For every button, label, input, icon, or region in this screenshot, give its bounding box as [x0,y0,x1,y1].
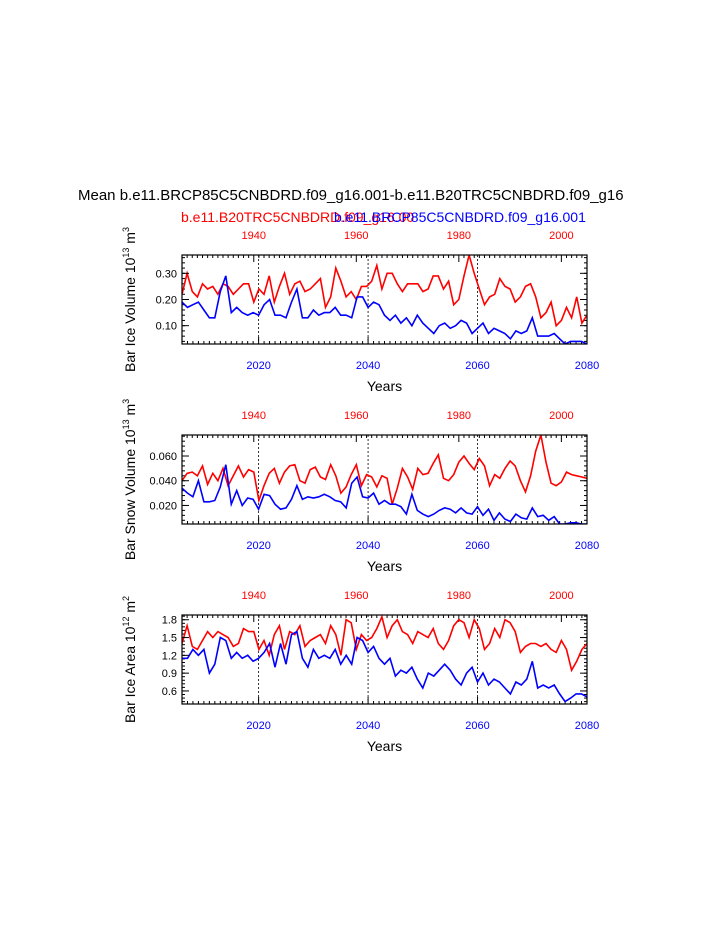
panel-1: 0.30 0.20 0.10 2020 2040 2060 2080 1940 1960 1980… [121,227,599,394]
y-axis-label-part: 3 [121,399,131,404]
y-axis-label-part: m [122,601,138,613]
panel-3: 1.8 1.5 1.2 0.9 0.6 2020 2040 2060 2080 1940 1960 1… [121,590,599,754]
x-axis-label: Years [367,558,402,574]
y-tick-label: 0.30 [156,268,177,280]
y-axis-label: Bar Ice Volume 1013 m3 [121,227,138,372]
legend-blue-label: b.e11.BRCP85C5CNBDRD.f09_g16.001 [334,209,586,225]
series-line-blue [182,275,587,344]
y-axis-label: Bar Ice Area 1012 m2 [121,596,138,723]
y-axis-label-part: Bar Ice Volume 10 [122,257,138,372]
top-tick-label: 1940 [242,410,266,422]
top-tick-label: 1960 [344,410,368,422]
top-tick-label: 1960 [344,230,368,242]
y-tick-label: 0.9 [162,668,177,680]
bottom-tick-label: 2080 [575,720,599,732]
x-axis-label: Years [367,738,402,754]
top-tick-label: 1980 [447,230,471,242]
y-axis-label-part: Bar Snow Volume 10 [122,429,138,560]
y-tick-label: 1.8 [162,615,177,627]
bottom-tick-label: 2020 [246,360,270,372]
y-tick-label: 0.040 [149,476,177,488]
plot-frame [181,434,588,525]
top-tick-label: 1960 [344,590,368,602]
y-axis-label-part: 12 [121,617,131,627]
plot-frame [181,614,588,705]
y-tick-label: 0.6 [162,686,177,698]
bottom-tick-label: 2060 [465,540,489,552]
y-tick-label: 0.20 [156,295,177,307]
bottom-tick-label: 2040 [356,540,380,552]
bottom-tick-label: 2060 [465,720,489,732]
y-axis-label-part: m [122,232,138,244]
bottom-tick-label: 2080 [575,360,599,372]
y-tick-label: 0.060 [149,451,177,463]
y-tick-label: 0.10 [156,321,177,333]
top-tick-label: 2000 [549,410,573,422]
series-line-blue [182,630,587,703]
y-axis-label-part: 2 [121,596,131,601]
panel-2: 0.060 0.040 0.020 2020 2040 2060 2080 1940 1960 1… [121,399,599,574]
y-axis-label: Bar Snow Volume 1013 m3 [121,399,138,560]
series-line-red [182,255,587,328]
top-tick-label: 2000 [549,230,573,242]
y-axis-label-part: Bar Ice Area 10 [122,626,138,723]
top-tick-label: 1940 [242,230,266,242]
series-line-red [182,615,587,673]
y-axis-label-part: 13 [121,248,131,258]
y-axis-label-part: 13 [121,419,131,429]
x-axis-label: Years [367,378,402,394]
top-tick-label: 1980 [447,410,471,422]
y-axis-label-part: m [122,404,138,416]
y-tick-label: 0.020 [149,500,177,512]
y-tick-label: 1.5 [162,633,177,645]
bottom-tick-label: 2020 [246,720,270,732]
chart-title: Mean b.e11.BRCP85C5CNBDRD.f09_g16.001-b.… [78,187,624,204]
series-line-blue [182,464,587,524]
series-line-red [182,435,587,505]
y-axis-label-part: 3 [121,227,131,232]
top-tick-label: 1940 [242,590,266,602]
legend-red-label: b.e11.B20TRC5CNBDRD.f09_g16.00 [181,209,414,225]
bottom-tick-label: 2060 [465,360,489,372]
bottom-tick-label: 2040 [356,720,380,732]
bottom-tick-label: 2080 [575,540,599,552]
top-tick-label: 2000 [549,590,573,602]
bottom-tick-label: 2040 [356,360,380,372]
y-tick-label: 1.2 [162,650,177,662]
bottom-tick-label: 2020 [246,540,270,552]
top-tick-label: 1980 [447,590,471,602]
